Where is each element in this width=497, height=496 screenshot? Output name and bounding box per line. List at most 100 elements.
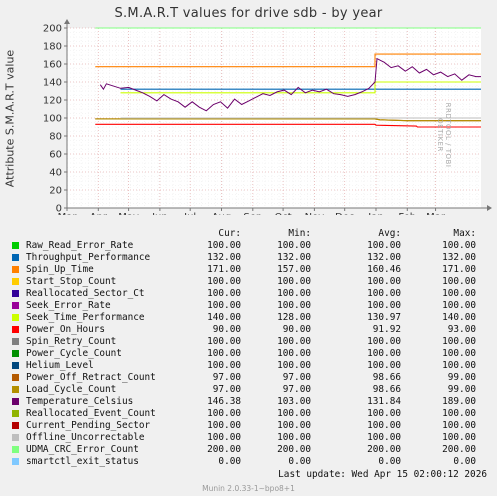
legend-min: 128.00 xyxy=(277,312,311,323)
x-tick-label: Oct xyxy=(274,212,291,215)
legend-min: 100.00 xyxy=(277,432,311,443)
legend-max: 100.00 xyxy=(442,300,476,311)
legend-swatch xyxy=(12,266,19,273)
legend-cur: 100.00 xyxy=(207,288,241,299)
legend-cur: 132.00 xyxy=(207,252,241,263)
legend-avg: 100.00 xyxy=(367,300,401,311)
axes xyxy=(64,19,492,211)
x-axis-arrow xyxy=(487,205,492,211)
legend-row: Seek_Error_Rate 100.00 100.00 100.00 100.00 xyxy=(0,300,497,312)
x-tick-label: Mar xyxy=(426,212,446,215)
legend-series-name: Seek_Time_Performance xyxy=(26,312,145,323)
legend-max: 140.00 xyxy=(442,312,476,323)
x-tick-label: Dec xyxy=(335,212,354,215)
legend-row: Reallocated_Event_Count 100.00 100.00 100.0… xyxy=(0,408,497,420)
legend-series-name: Temperature_Celsius xyxy=(26,396,134,407)
legend-cur: 100.00 xyxy=(207,240,241,251)
x-tick-label: Aug xyxy=(212,212,232,215)
legend-cur: 100.00 xyxy=(207,420,241,431)
legend-series-name: Spin_Retry_Count xyxy=(26,336,117,347)
legend-max: 100.00 xyxy=(442,240,476,251)
legend-min: 90.00 xyxy=(282,324,311,335)
x-tick-label: Sep xyxy=(243,212,262,215)
legend-cur: 90.00 xyxy=(212,324,241,335)
legend-series-name: smartctl_exit_status xyxy=(26,456,139,467)
legend-max: 100.00 xyxy=(442,360,476,371)
legend-swatch xyxy=(12,362,19,369)
legend-avg: 100.00 xyxy=(367,288,401,299)
legend-avg: 100.00 xyxy=(367,420,401,431)
legend-header-max: Max: xyxy=(453,228,476,239)
legend-max: 99.00 xyxy=(447,372,476,383)
legend-max: 0.00 xyxy=(453,456,476,467)
legend-cur: 100.00 xyxy=(207,432,241,443)
x-tick-label: Apr xyxy=(90,212,108,215)
legend-row: Temperature_Celsius 146.38 103.00 131.84 189… xyxy=(0,396,497,408)
legend-min: 103.00 xyxy=(277,396,311,407)
legend-cur: 97.00 xyxy=(212,384,241,395)
legend-row: Seek_Time_Performance 140.00 128.00 130.97 1… xyxy=(0,312,497,324)
legend-min: 200.00 xyxy=(277,444,311,455)
y-axis-label: Attribute S.M.A.R.T value xyxy=(3,49,17,188)
legend-min: 132.00 xyxy=(277,252,311,263)
y-tick-label: 40 xyxy=(49,168,62,179)
legend-swatch xyxy=(12,434,19,441)
legend-swatch xyxy=(12,422,19,429)
legend-cur: 200.00 xyxy=(207,444,241,455)
y-tick-label: 200 xyxy=(43,24,62,35)
legend-series-name: Offline_Uncorrectable xyxy=(26,432,145,443)
legend-cur: 171.00 xyxy=(207,264,241,275)
legend-row: Helium_Level 100.00 100.00 100.00 100.00 xyxy=(0,360,497,372)
legend-series-name: Raw_Read_Error_Rate xyxy=(26,240,134,251)
legend-row: Load_Cycle_Count 97.00 97.00 98.66 99.00 xyxy=(0,384,497,396)
legend-avg: 91.92 xyxy=(372,324,401,335)
legend-cur: 100.00 xyxy=(207,336,241,347)
legend-series-name: Helium_Level xyxy=(26,360,94,371)
legend-avg: 132.00 xyxy=(367,252,401,263)
legend-swatch xyxy=(12,374,19,381)
legend-cur: 140.00 xyxy=(207,312,241,323)
legend-row: Power_Cycle_Count 100.00 100.00 100.00 100.0… xyxy=(0,348,497,360)
series-line xyxy=(95,53,481,68)
x-tick-label: Jan xyxy=(367,212,383,215)
legend-min: 100.00 xyxy=(277,240,311,251)
legend-swatch xyxy=(12,338,19,345)
legend-min: 100.00 xyxy=(277,276,311,287)
legend-swatch xyxy=(12,398,19,405)
legend-max: 100.00 xyxy=(442,348,476,359)
legend-header: Cur: Min: Avg: Max: xyxy=(0,228,497,240)
rrdtool-watermark: RRDTOOL / TOBI OETIKER xyxy=(436,102,452,168)
legend-min: 100.00 xyxy=(277,288,311,299)
x-tick-label: Feb xyxy=(398,212,416,215)
legend-min: 100.00 xyxy=(277,336,311,347)
legend-min: 100.00 xyxy=(277,420,311,431)
legend-series-name: Seek_Error_Rate xyxy=(26,300,111,311)
y-tick-label: 140 xyxy=(43,78,62,89)
legend-max: 100.00 xyxy=(442,336,476,347)
legend-row: smartctl_exit_status 0.00 0.00 0.00 0.00 xyxy=(0,456,497,468)
legend-avg: 100.00 xyxy=(367,336,401,347)
legend-swatch xyxy=(12,350,19,357)
legend-row: Spin_Up_Time 171.00 157.00 160.46 171.00 xyxy=(0,264,497,276)
legend-series-name: UDMA_CRC_Error_Count xyxy=(26,444,139,455)
x-tick-label: Nov xyxy=(305,212,325,215)
legend-swatch xyxy=(12,254,19,261)
legend-row: Start_Stop_Count 100.00 100.00 100.00 100.00 xyxy=(0,276,497,288)
legend-avg: 200.00 xyxy=(367,444,401,455)
legend-cur: 100.00 xyxy=(207,276,241,287)
legend-header-min: Min: xyxy=(288,228,311,239)
legend-avg: 100.00 xyxy=(367,408,401,419)
legend-series-name: Power_Cycle_Count xyxy=(26,348,122,359)
legend-swatch xyxy=(12,278,19,285)
y-tick-label: 120 xyxy=(43,96,62,107)
legend-cur: 0.00 xyxy=(218,456,241,467)
y-axis-arrow xyxy=(64,19,70,24)
legend-avg: 100.00 xyxy=(367,240,401,251)
legend-max: 100.00 xyxy=(442,432,476,443)
legend-swatch xyxy=(12,386,19,393)
legend-max: 200.00 xyxy=(442,444,476,455)
legend-swatch xyxy=(12,410,19,417)
legend-max: 100.00 xyxy=(442,420,476,431)
legend-min: 0.00 xyxy=(288,456,311,467)
legend-series-name: Throughput_Performance xyxy=(26,252,151,263)
